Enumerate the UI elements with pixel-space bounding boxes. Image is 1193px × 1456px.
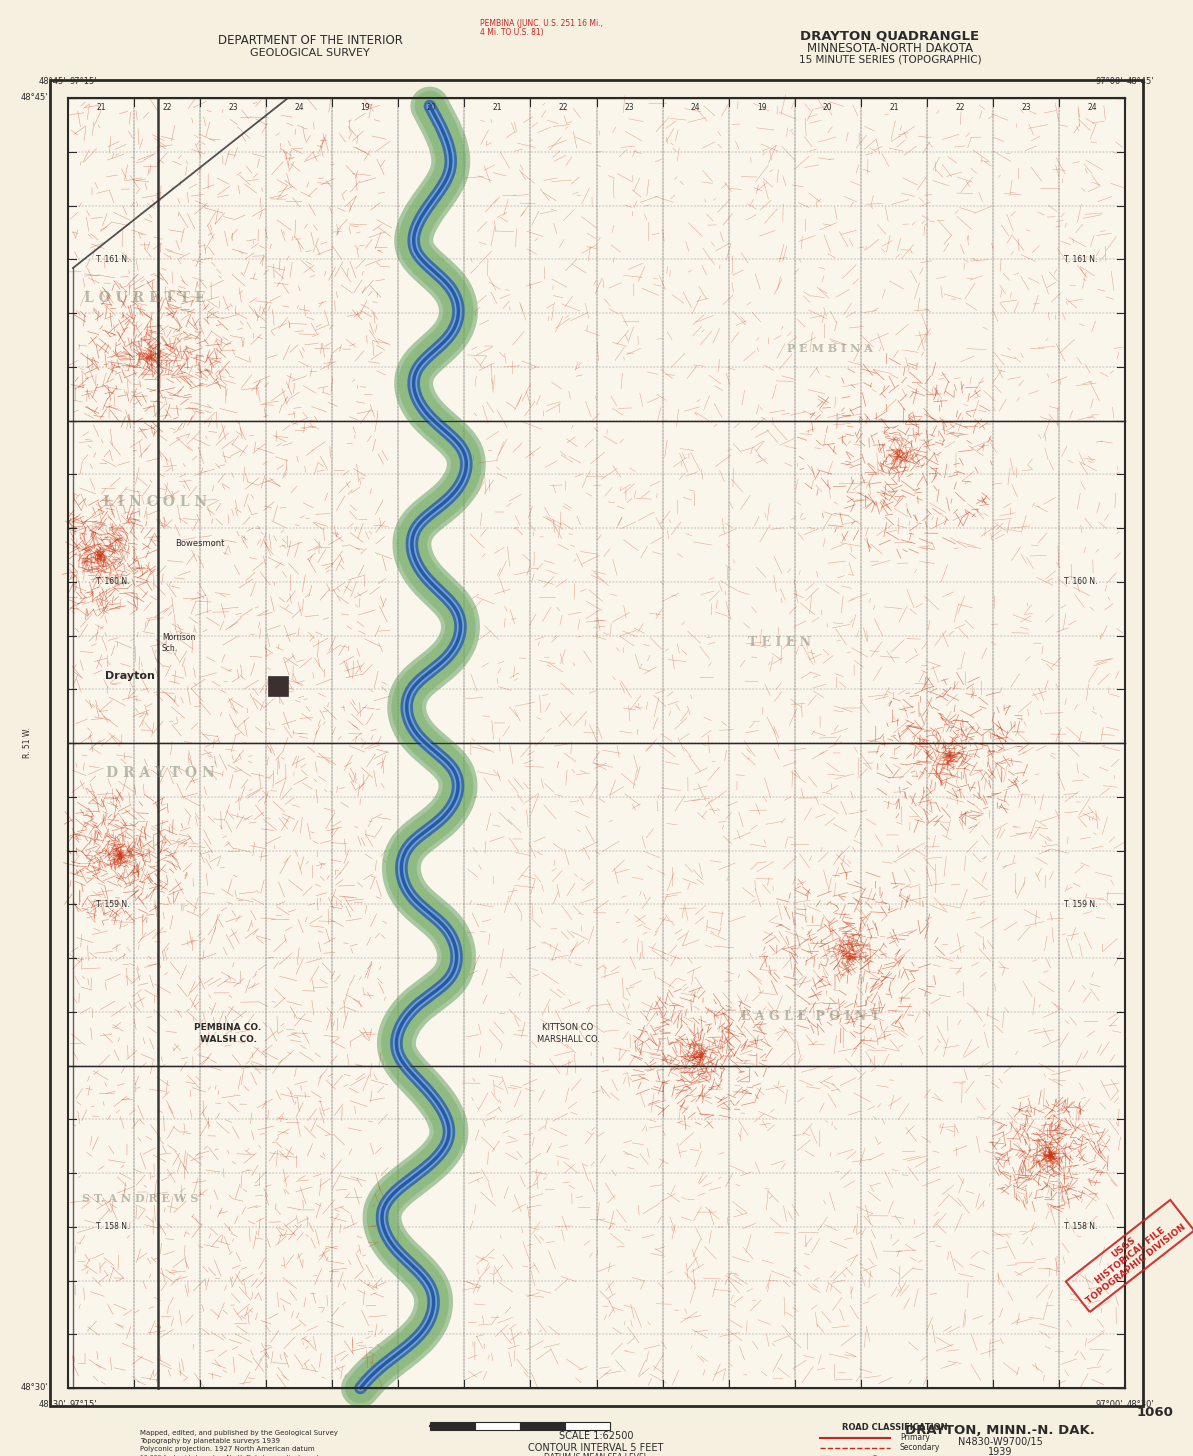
Text: 1939: 1939 — [988, 1447, 1012, 1456]
Text: 19: 19 — [756, 103, 766, 112]
Text: 15 MINUTE SERIES (TOPOGRAPHIC): 15 MINUTE SERIES (TOPOGRAPHIC) — [798, 55, 982, 66]
Text: T. 161 N.: T. 161 N. — [95, 255, 129, 264]
Text: 97°00': 97°00' — [1095, 77, 1123, 86]
Text: Primary: Primary — [900, 1434, 929, 1443]
Text: 48°30': 48°30' — [1127, 1401, 1155, 1409]
Text: DEPARTMENT OF THE INTERIOR: DEPARTMENT OF THE INTERIOR — [217, 35, 402, 48]
Text: N4830-W9700/15: N4830-W9700/15 — [958, 1437, 1043, 1447]
Bar — [520, 1423, 565, 1430]
Text: CONTOUR INTERVAL 5 FEET: CONTOUR INTERVAL 5 FEET — [528, 1443, 663, 1453]
Text: Topography by planetable surveys 1939: Topography by planetable surveys 1939 — [140, 1439, 280, 1444]
Bar — [429, 1423, 475, 1430]
Text: 22: 22 — [956, 103, 965, 112]
Text: 22: 22 — [558, 103, 568, 112]
Text: 23: 23 — [625, 103, 635, 112]
Text: DRAYTON QUADRANGLE: DRAYTON QUADRANGLE — [801, 29, 979, 42]
Text: WALSH CO.: WALSH CO. — [199, 1035, 256, 1044]
Text: T. 161 N.: T. 161 N. — [1064, 255, 1098, 264]
Text: USGS
HISTORICAL FILE
TOPOGRAPHIC DIVISION: USGS HISTORICAL FILE TOPOGRAPHIC DIVISIO… — [1073, 1206, 1188, 1306]
Text: Mapped, edited, and published by the Geological Survey: Mapped, edited, and published by the Geo… — [140, 1430, 338, 1436]
Text: 97°15': 97°15' — [70, 1401, 98, 1409]
Text: T. 159 N.: T. 159 N. — [95, 900, 130, 909]
Text: 1060: 1060 — [1137, 1406, 1174, 1420]
Text: ROAD CLASSIFICATION: ROAD CLASSIFICATION — [842, 1424, 947, 1433]
Text: D R A Y T O N: D R A Y T O N — [106, 766, 215, 780]
Text: 19: 19 — [360, 103, 370, 112]
Text: 20: 20 — [427, 103, 437, 112]
Text: Secondary: Secondary — [900, 1443, 940, 1453]
Text: SCALE 1:62500: SCALE 1:62500 — [558, 1431, 633, 1441]
Text: 10,000-foot grids based on North Dakota coordinate system,: 10,000-foot grids based on North Dakota … — [140, 1455, 332, 1456]
Bar — [268, 676, 288, 696]
Text: T. 160 N.: T. 160 N. — [1063, 577, 1098, 587]
Text: T. 158 N.: T. 158 N. — [1064, 1222, 1098, 1232]
Text: 24: 24 — [691, 103, 700, 112]
Text: PEMBINA CO.: PEMBINA CO. — [194, 1024, 261, 1032]
Text: 97°00': 97°00' — [1095, 1401, 1123, 1409]
Text: L I N C O L N: L I N C O L N — [103, 495, 208, 510]
Text: P E M B I N A: P E M B I N A — [787, 342, 873, 354]
Text: 4 Mi. TO U.S. 81): 4 Mi. TO U.S. 81) — [480, 29, 544, 38]
Bar — [68, 98, 1125, 1388]
Text: T. 158 N.: T. 158 N. — [95, 1222, 129, 1232]
Text: 22: 22 — [162, 103, 172, 112]
Bar — [68, 98, 1125, 1388]
Text: 48°30': 48°30' — [38, 1401, 66, 1409]
Text: 21: 21 — [493, 103, 502, 112]
Text: KITTSON CO: KITTSON CO — [543, 1024, 594, 1032]
Text: E A G L E  P O I N T: E A G L E P O I N T — [741, 1009, 879, 1022]
Bar — [565, 1423, 610, 1430]
Text: 24: 24 — [1087, 103, 1096, 112]
Text: Morrison
Sch.: Morrison Sch. — [162, 633, 196, 652]
Text: 48°45': 48°45' — [1127, 77, 1155, 86]
Text: S T. A N D R E W S: S T. A N D R E W S — [82, 1192, 198, 1204]
Text: 48°45': 48°45' — [20, 93, 48, 102]
Text: 24: 24 — [295, 103, 304, 112]
Text: L O U R E T T E: L O U R E T T E — [85, 291, 205, 304]
Text: DRAYTON, MINN.-N. DAK.: DRAYTON, MINN.-N. DAK. — [905, 1424, 1095, 1437]
Text: Polyconic projection. 1927 North American datum: Polyconic projection. 1927 North America… — [140, 1446, 315, 1452]
Text: 20: 20 — [823, 103, 833, 112]
Text: PEMBINA (JUNC. U.S. 251 16 Mi.,: PEMBINA (JUNC. U.S. 251 16 Mi., — [480, 19, 602, 29]
Text: 21: 21 — [97, 103, 106, 112]
Text: 23: 23 — [1021, 103, 1031, 112]
Text: 97°15': 97°15' — [70, 77, 98, 86]
Text: T. 160 N.: T. 160 N. — [95, 577, 130, 587]
Text: 21: 21 — [889, 103, 898, 112]
Text: T E I E N: T E I E N — [748, 636, 811, 649]
Text: DATUM IS MEAN SEA LEVEL: DATUM IS MEAN SEA LEVEL — [544, 1453, 648, 1456]
Text: 48°45': 48°45' — [38, 77, 66, 86]
Text: Bowesmont: Bowesmont — [175, 539, 224, 547]
Text: T. 159 N.: T. 159 N. — [1063, 900, 1098, 909]
Text: MINNESOTA-NORTH DAKOTA: MINNESOTA-NORTH DAKOTA — [806, 42, 973, 54]
Bar — [475, 1423, 520, 1430]
Text: MARSHALL CO.: MARSHALL CO. — [537, 1035, 599, 1044]
Text: R. 51 W.: R. 51 W. — [24, 728, 32, 759]
Text: 23: 23 — [228, 103, 237, 112]
Text: GEOLOGICAL SURVEY: GEOLOGICAL SURVEY — [251, 48, 370, 58]
Text: Drayton: Drayton — [105, 671, 155, 681]
Text: 48°30': 48°30' — [20, 1383, 48, 1392]
